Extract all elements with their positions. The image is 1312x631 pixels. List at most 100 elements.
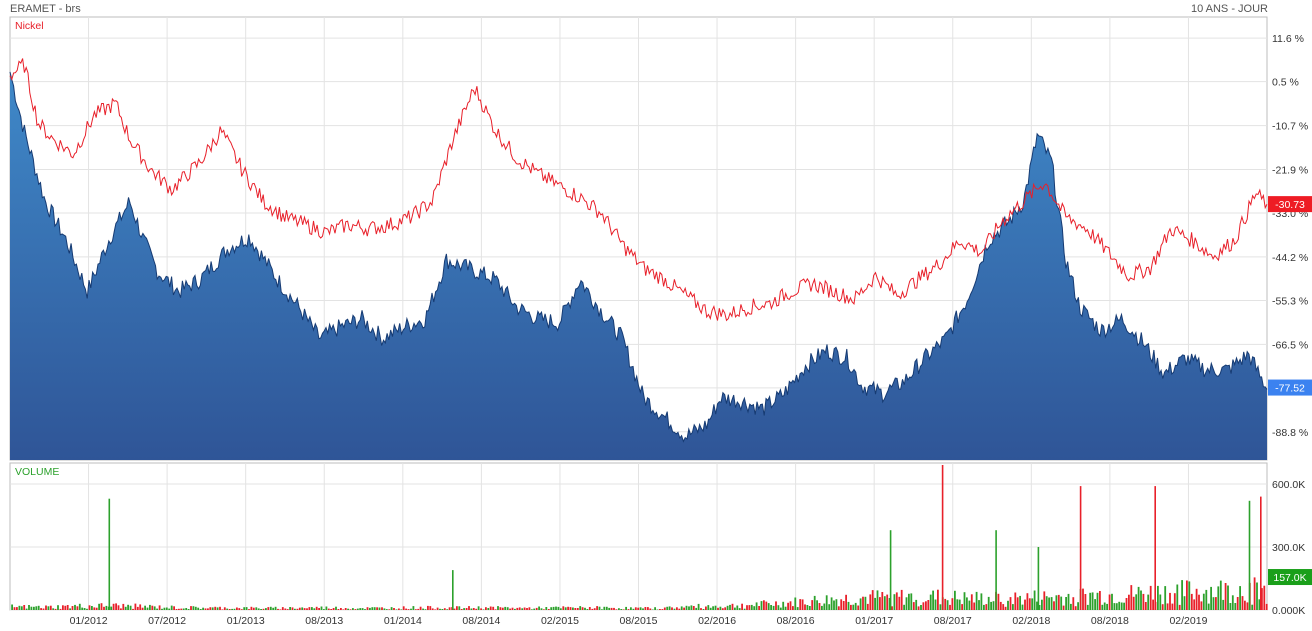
volume-bar: [862, 596, 864, 610]
chart-range[interactable]: 10 ANS - JOUR: [1190, 3, 1268, 15]
volume-bar: [837, 606, 840, 610]
volume-bar: [62, 605, 64, 610]
volume-bar: [688, 606, 690, 610]
volume-bar: [842, 601, 845, 610]
volume-bar: [1120, 602, 1123, 610]
volume-bar: [620, 609, 623, 610]
volume-bar: [436, 607, 439, 610]
x-tick-label: 08/2015: [620, 615, 658, 627]
volume-bar: [811, 600, 814, 610]
volume-bar: [69, 608, 71, 610]
volume-bar: [35, 606, 38, 610]
volume-bar: [750, 604, 753, 610]
volume-bar: [460, 609, 463, 610]
volume-bar: [567, 606, 569, 610]
volume-bar: [443, 608, 446, 610]
volume-bar: [494, 609, 497, 610]
volume-bar: [898, 596, 901, 610]
volume-bar: [755, 602, 758, 610]
volume-bar: [1241, 596, 1244, 610]
y-tick-label: 11.6 %: [1272, 33, 1304, 45]
volume-bar: [1227, 585, 1229, 610]
volume-bar: [997, 593, 1000, 610]
volume-bar: [429, 606, 432, 610]
volume-bar: [1091, 592, 1094, 610]
volume-bar: [1188, 581, 1191, 610]
volume-bar: [978, 600, 980, 610]
volume-bar: [233, 608, 236, 610]
volume-bar: [738, 608, 741, 610]
volume-bar: [683, 607, 685, 610]
volume-bar: [697, 603, 700, 610]
volume-bar: [219, 606, 221, 610]
volume-bar: [779, 607, 782, 610]
volume-bar: [656, 609, 659, 610]
volume-bar: [963, 592, 966, 610]
volume-bar: [521, 608, 524, 610]
volume-bar: [410, 608, 412, 610]
volume-bar: [180, 608, 183, 610]
volume-bar: [588, 607, 591, 610]
volume-bar: [1045, 596, 1048, 610]
volume-bar: [216, 607, 219, 610]
volume-bar: [1229, 603, 1232, 610]
volume-bar: [1077, 602, 1079, 610]
volume-bar: [610, 607, 613, 610]
volume-bar: [596, 606, 598, 610]
volume-bar: [434, 609, 436, 610]
volume-bar: [676, 607, 678, 610]
volume-bar: [477, 606, 480, 610]
volume-bar: [1038, 605, 1041, 610]
volume-bar: [267, 607, 270, 610]
volume-bar: [318, 608, 320, 610]
volume-bar: [591, 608, 594, 610]
volume-bar: [893, 594, 896, 610]
volume-bar: [136, 606, 139, 610]
volume-bar: [354, 609, 357, 610]
volume-bar: [956, 599, 959, 610]
volume-bar: [88, 605, 91, 610]
volume-bar: [883, 596, 886, 610]
volume-bar: [1169, 592, 1171, 610]
volume-bar: [1031, 598, 1034, 610]
volume-bar: [1043, 591, 1046, 610]
volume-bar: [1007, 600, 1009, 610]
volume-bar: [347, 608, 349, 610]
volume-bar: [601, 609, 603, 610]
volume-bar: [559, 608, 562, 610]
volume-bar: [132, 608, 134, 610]
volume-bar: [298, 607, 301, 610]
volume-bar: [789, 601, 792, 610]
volume-bar: [405, 608, 407, 610]
volume-bar: [992, 601, 995, 610]
volume-bar: [284, 608, 287, 610]
y-tick-label: -55.3 %: [1272, 295, 1308, 307]
volume-bar: [637, 607, 640, 610]
volume-bar: [1140, 590, 1142, 610]
volume-bar: [859, 598, 862, 610]
volume-bar: [356, 608, 359, 610]
volume-bar: [951, 598, 954, 610]
volume-bar: [1157, 585, 1159, 610]
volume-bar: [1159, 594, 1162, 610]
volume-bar: [311, 607, 313, 610]
volume-bar: [1024, 599, 1026, 610]
volume-bar: [618, 608, 620, 610]
volume-bar: [303, 608, 306, 610]
volume-bar: [625, 606, 627, 610]
volume-bar: [1028, 598, 1031, 610]
volume-bar: [920, 605, 922, 610]
volume-bar: [178, 608, 180, 610]
volume-bar: [1135, 594, 1138, 610]
volume-bar: [149, 604, 151, 610]
volume-bar: [944, 598, 947, 610]
volume-bar: [642, 608, 644, 610]
volume-bar: [1239, 586, 1241, 610]
volume-bar: [306, 608, 308, 610]
volume-bar: [163, 607, 166, 610]
volume-bar: [120, 608, 122, 610]
volume-bar: [1070, 603, 1072, 610]
volume-bar: [968, 600, 971, 610]
volume-bar: [777, 605, 780, 610]
volume-bar: [1123, 602, 1125, 610]
